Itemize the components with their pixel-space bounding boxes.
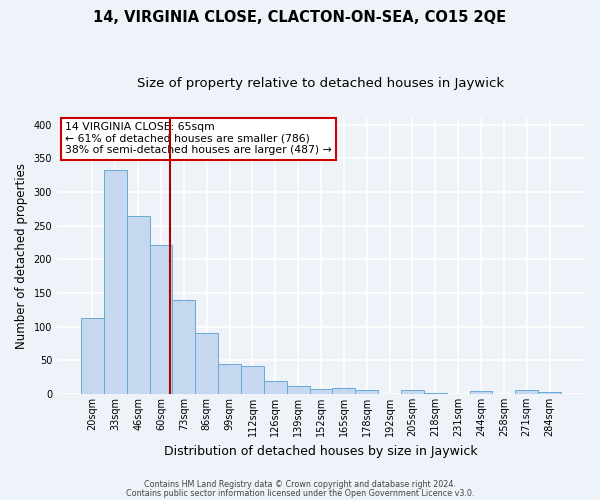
Bar [104,170,127,394]
Bar [218,364,241,394]
Y-axis label: Number of detached properties: Number of detached properties [15,163,28,349]
X-axis label: Distribution of detached houses by size in Jaywick: Distribution of detached houses by size … [164,444,478,458]
Text: 14, VIRGINIA CLOSE, CLACTON-ON-SEA, CO15 2QE: 14, VIRGINIA CLOSE, CLACTON-ON-SEA, CO15… [94,10,506,25]
Bar [81,318,104,394]
Bar [310,390,332,394]
Text: Contains HM Land Registry data © Crown copyright and database right 2024.: Contains HM Land Registry data © Crown c… [144,480,456,489]
Bar [332,388,355,394]
Text: 14 VIRGINIA CLOSE: 65sqm
← 61% of detached houses are smaller (786)
38% of semi-: 14 VIRGINIA CLOSE: 65sqm ← 61% of detach… [65,122,332,156]
Text: Contains public sector information licensed under the Open Government Licence v3: Contains public sector information licen… [126,488,474,498]
Bar [127,216,149,394]
Bar [172,300,196,394]
Bar [196,333,218,394]
Bar [241,366,264,394]
Bar [538,392,561,394]
Bar [264,381,287,394]
Bar [401,390,424,394]
Bar [355,390,378,394]
Title: Size of property relative to detached houses in Jaywick: Size of property relative to detached ho… [137,78,505,90]
Bar [287,386,310,394]
Bar [424,392,447,394]
Bar [515,390,538,394]
Bar [149,244,172,394]
Bar [470,390,493,394]
